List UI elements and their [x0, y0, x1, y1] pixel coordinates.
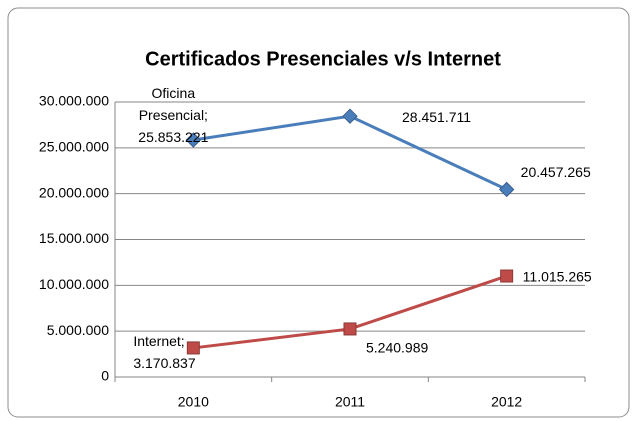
- data-label: 20.457.265: [521, 164, 591, 180]
- data-label: 11.015.265: [523, 269, 592, 285]
- marker: [186, 341, 200, 355]
- data-label: 28.451.711: [402, 109, 471, 125]
- data-label: Oficina Presencial; 25.853.221: [138, 85, 208, 145]
- chart-title: Certificados Presenciales v/s Internet: [145, 48, 501, 70]
- y-tick-label: 25.000.000: [39, 139, 109, 155]
- marker: [500, 269, 514, 283]
- x-tick-label: 2010: [178, 394, 209, 410]
- marker: [498, 181, 515, 198]
- marker: [342, 108, 358, 124]
- y-tick-label: 0: [101, 368, 109, 384]
- data-label: Internet; 3.170.837: [133, 333, 195, 371]
- y-tick-label: 10.000.000: [39, 276, 109, 292]
- y-tick-label: 30.000.000: [39, 93, 109, 109]
- x-tick-label: 2012: [491, 394, 522, 410]
- y-tick-label: 15.000.000: [39, 230, 109, 246]
- y-tick-label: 20.000.000: [39, 184, 109, 200]
- chart-frame: [7, 7, 630, 418]
- data-label: 5.240.989: [366, 340, 428, 356]
- y-tick-label: 5.000.000: [47, 322, 109, 338]
- marker: [185, 132, 202, 148]
- marker: [343, 322, 357, 336]
- x-tick-label: 2011: [335, 394, 365, 410]
